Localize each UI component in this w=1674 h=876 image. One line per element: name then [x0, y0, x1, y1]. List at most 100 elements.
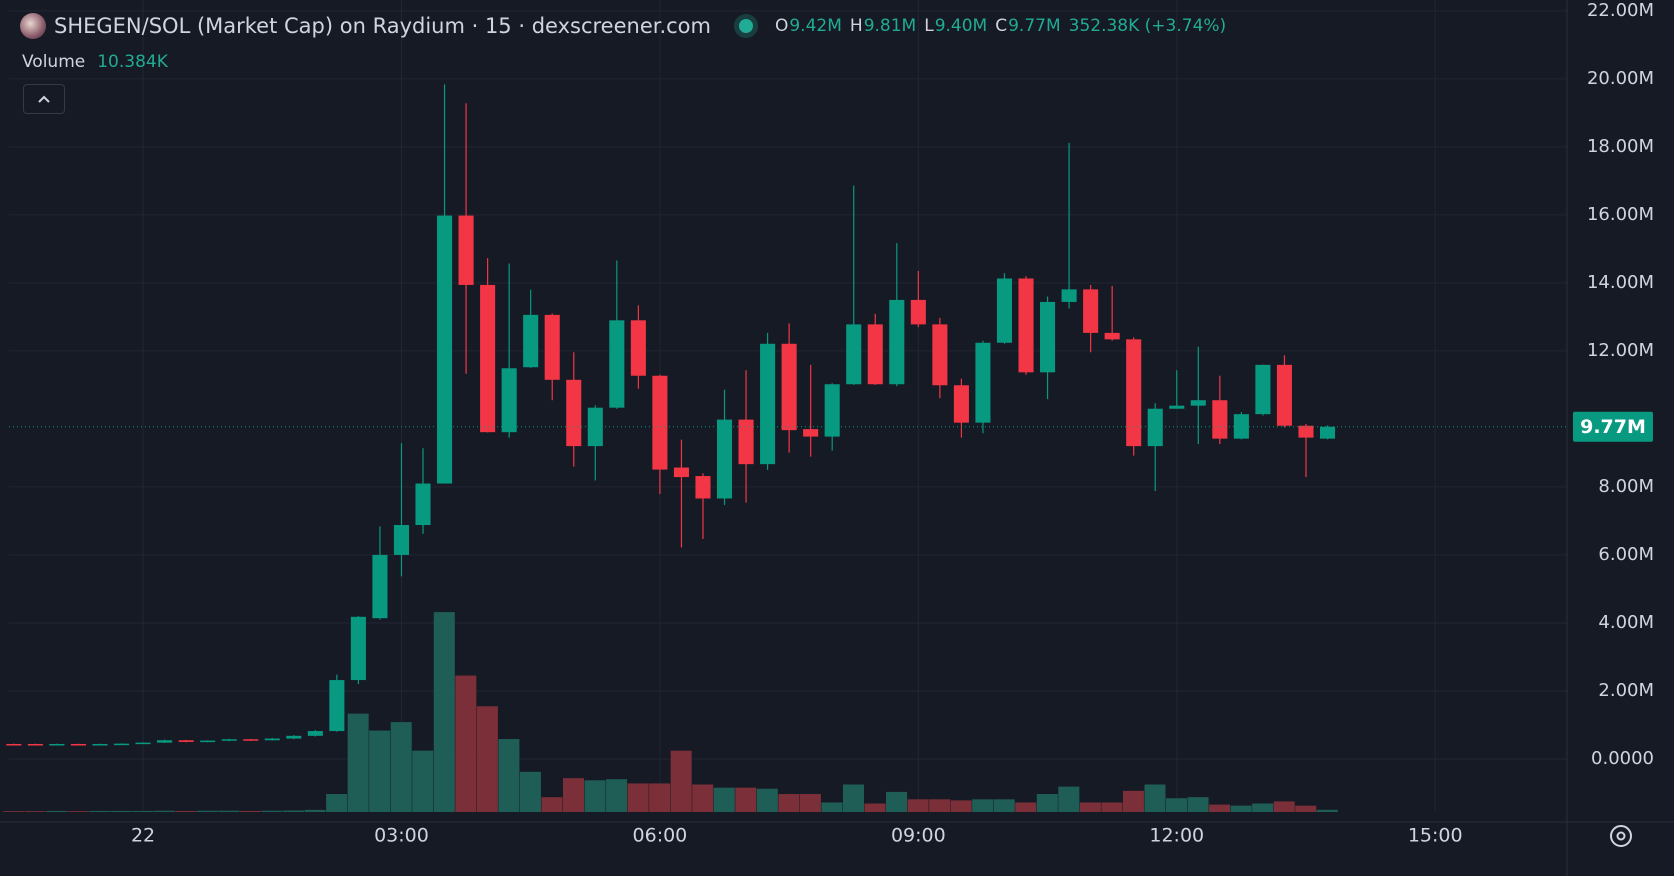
- candle-body: [544, 314, 560, 380]
- ohlc-value: 9.42M: [789, 16, 842, 36]
- settings-icon[interactable]: [1610, 825, 1632, 847]
- y-tick-label: 2.00M: [1598, 680, 1654, 701]
- settings-hub: [1616, 831, 1626, 841]
- volume-bar: [519, 771, 541, 812]
- candle-body: [1061, 289, 1077, 302]
- volume-bar: [562, 778, 585, 812]
- candle-body: [975, 342, 991, 423]
- candle-body: [953, 385, 969, 423]
- volume-bar: [649, 783, 671, 812]
- x-tick-label: 03:00: [374, 825, 429, 847]
- candle-body: [49, 743, 65, 746]
- volume-bar: [369, 730, 391, 812]
- candle-body: [609, 320, 625, 408]
- volume-bar: [347, 713, 369, 812]
- candle-body: [1169, 405, 1185, 409]
- volume-bar: [1273, 801, 1295, 812]
- status-dot: [738, 19, 753, 33]
- candle-body: [480, 284, 496, 433]
- candle-body: [910, 299, 926, 325]
- candle-body: [1255, 364, 1271, 415]
- candle-body: [157, 740, 173, 743]
- volume-bar: [1209, 804, 1231, 812]
- volume-bar: [821, 802, 843, 812]
- volume-bar: [476, 706, 498, 812]
- volume-bar: [584, 780, 606, 812]
- volume-bar: [3, 811, 25, 812]
- candle-body: [846, 324, 862, 385]
- ohlc-legend: O9.42M H9.81M L9.40M C9.77M: [775, 16, 1061, 36]
- candle-body: [1018, 278, 1034, 373]
- candle-body: [1040, 301, 1056, 373]
- volume-legend: Volume 10.384K: [22, 52, 168, 72]
- candle-body: [350, 616, 366, 681]
- candle-body: [264, 738, 280, 741]
- volume-bar: [175, 810, 197, 812]
- volume-bar: [1165, 798, 1188, 812]
- y-tick-label: 0.0000: [1591, 748, 1654, 769]
- volume-bar: [692, 784, 714, 812]
- candle-body: [1319, 426, 1336, 439]
- candle-body: [221, 739, 237, 741]
- candle-body: [243, 739, 259, 741]
- volume-bar: [541, 797, 563, 812]
- volume-bar: [110, 810, 132, 812]
- collapse-button[interactable]: [23, 84, 65, 114]
- volume-bar: [67, 811, 89, 812]
- ohlc-key: C: [995, 16, 1008, 36]
- candle-body: [1104, 332, 1120, 340]
- volume-bar: [864, 803, 886, 812]
- volume-bar: [1079, 802, 1101, 812]
- volume-bar: [929, 799, 951, 812]
- volume-bar: [326, 794, 348, 812]
- ohlc-key: L: [924, 16, 934, 36]
- candle-body: [932, 324, 948, 386]
- candle-body: [329, 680, 345, 732]
- candle-body: [566, 379, 582, 447]
- candle-body: [372, 554, 388, 619]
- volume-bar: [46, 810, 68, 812]
- ohlc-key: O: [774, 16, 789, 36]
- chart-header: SHEGEN/SOL (Market Cap) on Raydium · 15 …: [20, 13, 1226, 39]
- candle-body: [178, 740, 194, 742]
- volume-bar: [1101, 802, 1123, 812]
- volume-bar: [24, 811, 46, 812]
- candle-body: [1126, 339, 1142, 447]
- volume-bar: [886, 791, 908, 812]
- volume-bar: [132, 810, 154, 812]
- candle-body: [996, 278, 1013, 343]
- y-tick-label: 18.00M: [1587, 136, 1654, 157]
- volume-bar: [89, 810, 111, 812]
- y-tick-label: 4.00M: [1598, 612, 1654, 633]
- volume-bar: [498, 739, 520, 812]
- ohlc-value: 9.77M: [1008, 16, 1061, 36]
- candle-body: [523, 314, 539, 368]
- candle-body: [781, 343, 797, 431]
- candle-body: [1147, 408, 1163, 447]
- last-price-label: 9.77M: [1580, 416, 1646, 438]
- candle-body: [70, 743, 86, 746]
- ohlc-key: H: [849, 16, 863, 36]
- candle-body: [673, 467, 689, 478]
- volume-bar: [713, 787, 735, 812]
- ohlc-item: C9.77M: [995, 16, 1060, 36]
- candle-body: [458, 215, 474, 285]
- candle-body: [587, 407, 603, 447]
- candle-body: [113, 743, 130, 746]
- volume-bar: [606, 779, 628, 812]
- volume-value: 10.384K: [97, 52, 168, 72]
- volume-bar: [412, 750, 434, 812]
- x-tick-label: 06:00: [633, 825, 688, 847]
- ohlc-item: L9.40M: [924, 16, 987, 36]
- x-tick-label: 09:00: [891, 825, 946, 847]
- candle-body: [652, 375, 668, 470]
- volume-bar: [627, 783, 649, 812]
- candle-body: [393, 525, 410, 555]
- volume-bar: [1295, 805, 1317, 812]
- chevron-icon: [38, 95, 50, 103]
- candle-body: [135, 742, 151, 745]
- candle-body: [1298, 425, 1314, 438]
- candle-body: [889, 299, 905, 385]
